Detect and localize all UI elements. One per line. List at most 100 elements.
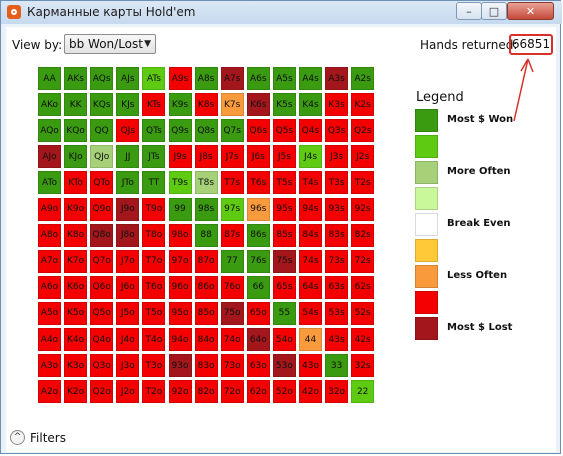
hand-cell[interactable]: K9o (64, 197, 88, 221)
hand-cell[interactable]: QJo (90, 145, 114, 169)
hand-cell[interactable]: T2o (142, 380, 166, 404)
hand-cell[interactable]: Q4o (90, 328, 114, 351)
hand-cell[interactable]: KTo (64, 171, 88, 195)
hand-cell[interactable]: 86o (194, 275, 218, 299)
hand-cell[interactable]: KJo (64, 145, 88, 169)
hand-cell[interactable]: K9s (168, 93, 192, 117)
hand-cell[interactable]: 75o (220, 301, 244, 325)
hand-cell[interactable]: A2o (38, 380, 61, 404)
hand-cell[interactable]: 96s (246, 197, 270, 221)
hand-cell[interactable]: A9s (168, 67, 192, 90)
hand-cell[interactable]: 54o (272, 328, 296, 351)
hand-cell[interactable]: AJo (38, 145, 61, 169)
maximize-button[interactable]: □ (481, 2, 507, 20)
hand-cell[interactable]: 72o (220, 380, 244, 404)
hand-cell[interactable]: A4o (38, 328, 61, 351)
hand-cell[interactable]: A7o (38, 249, 61, 273)
hand-cell[interactable]: T8s (194, 171, 218, 195)
hand-cell[interactable]: KQs (90, 93, 114, 117)
hand-cell[interactable]: J2o (116, 380, 140, 404)
hand-cell[interactable]: Q3s (325, 119, 349, 143)
hand-cell[interactable]: 88 (194, 223, 218, 247)
hand-cell[interactable]: A2s (351, 67, 375, 90)
hand-cell[interactable]: 65o (246, 301, 270, 325)
hand-cell[interactable]: K6o (64, 275, 88, 299)
hand-cell[interactable]: K2s (351, 93, 375, 117)
hand-cell[interactable]: Q8s (194, 119, 218, 143)
hand-cell[interactable]: 63s (325, 275, 349, 299)
hand-cell[interactable]: 94o (168, 328, 192, 351)
hand-cell[interactable]: 22 (351, 380, 375, 404)
hand-cell[interactable]: 32o (325, 380, 349, 404)
hand-cell[interactable]: QJs (116, 119, 140, 143)
hand-cell[interactable]: KQo (64, 119, 88, 143)
hand-cell[interactable]: JTs (142, 145, 166, 169)
hand-cell[interactable]: AA (38, 67, 61, 90)
hand-cell[interactable]: K6s (246, 93, 270, 117)
hand-cell[interactable]: Q5o (90, 301, 114, 325)
hand-cell[interactable]: AKs (64, 67, 88, 90)
hand-cell[interactable]: K3s (325, 93, 349, 117)
hand-cell[interactable]: 32s (351, 354, 375, 378)
hand-cell[interactable]: 62s (351, 275, 375, 299)
hand-cell[interactable]: QQ (90, 119, 114, 143)
hand-cell[interactable]: 98o (168, 223, 192, 247)
hand-cell[interactable]: 77 (220, 249, 244, 273)
hand-cell[interactable]: Q5s (272, 119, 296, 143)
hand-cell[interactable]: T8o (142, 223, 166, 247)
hand-cell[interactable]: 94s (299, 197, 322, 221)
hand-cell[interactable]: A5o (38, 301, 61, 325)
hand-cell[interactable]: 97o (168, 249, 192, 273)
hand-cell[interactable]: Q7s (220, 119, 244, 143)
hand-cell[interactable]: A4s (299, 67, 322, 90)
hand-cell[interactable]: A8s (194, 67, 218, 90)
hand-cell[interactable]: 42s (351, 328, 375, 351)
hand-cell[interactable]: JTo (116, 171, 140, 195)
hand-cell[interactable]: AQo (38, 119, 61, 143)
hand-cell[interactable]: T7o (142, 249, 166, 273)
hand-cell[interactable]: J6s (246, 145, 270, 169)
hand-cell[interactable]: J8s (194, 145, 218, 169)
hand-cell[interactable]: 85o (194, 301, 218, 325)
hand-cell[interactable]: K3o (64, 354, 88, 378)
hand-cell[interactable]: QTo (90, 171, 114, 195)
hand-cell[interactable]: J5o (116, 301, 140, 325)
hand-cell[interactable]: 84s (299, 223, 322, 247)
hand-cell[interactable]: ATo (38, 171, 61, 195)
hand-cell[interactable]: 64s (299, 275, 322, 299)
hand-cell[interactable]: 83o (194, 354, 218, 378)
hand-cell[interactable]: 44 (299, 328, 322, 351)
hand-cell[interactable]: Q6s (246, 119, 270, 143)
hand-cell[interactable]: Q9s (168, 119, 192, 143)
hand-cell[interactable]: 73s (325, 249, 349, 273)
hand-cell[interactable]: J9s (168, 145, 192, 169)
hand-cell[interactable]: 93s (325, 197, 349, 221)
hand-cell[interactable]: 76s (246, 249, 270, 273)
hand-cell[interactable]: 95o (168, 301, 192, 325)
hand-cell[interactable]: 99 (168, 197, 192, 221)
hand-cell[interactable]: 84o (194, 328, 218, 351)
hand-cell[interactable]: T2s (351, 171, 375, 195)
hand-cell[interactable]: 74s (299, 249, 322, 273)
hand-cell[interactable]: A3s (325, 67, 349, 90)
hand-cell[interactable]: 53o (272, 354, 296, 378)
hand-cell[interactable]: J6o (116, 275, 140, 299)
hand-cell[interactable]: 93o (168, 354, 192, 378)
hand-cell[interactable]: T9s (168, 171, 192, 195)
hand-cell[interactable]: 52s (351, 301, 375, 325)
hand-cell[interactable]: 72s (351, 249, 375, 273)
hand-cell[interactable]: J4o (116, 328, 140, 351)
hand-cell[interactable]: KJs (116, 93, 140, 117)
hand-cell[interactable]: A3o (38, 354, 61, 378)
hand-cell[interactable]: T4o (142, 328, 166, 351)
hand-cell[interactable]: J2s (351, 145, 375, 169)
hand-cell[interactable]: K2o (64, 380, 88, 404)
hand-cell[interactable]: K8o (64, 223, 88, 247)
hand-cell[interactable]: 76o (220, 275, 244, 299)
hand-cell[interactable]: AKo (38, 93, 61, 117)
hand-cell[interactable]: Q9o (90, 197, 114, 221)
hand-cell[interactable]: J8o (116, 223, 140, 247)
hand-cell[interactable]: JJ (116, 145, 140, 169)
hand-cell[interactable]: ATs (142, 67, 166, 90)
hand-cell[interactable]: 73o (220, 354, 244, 378)
